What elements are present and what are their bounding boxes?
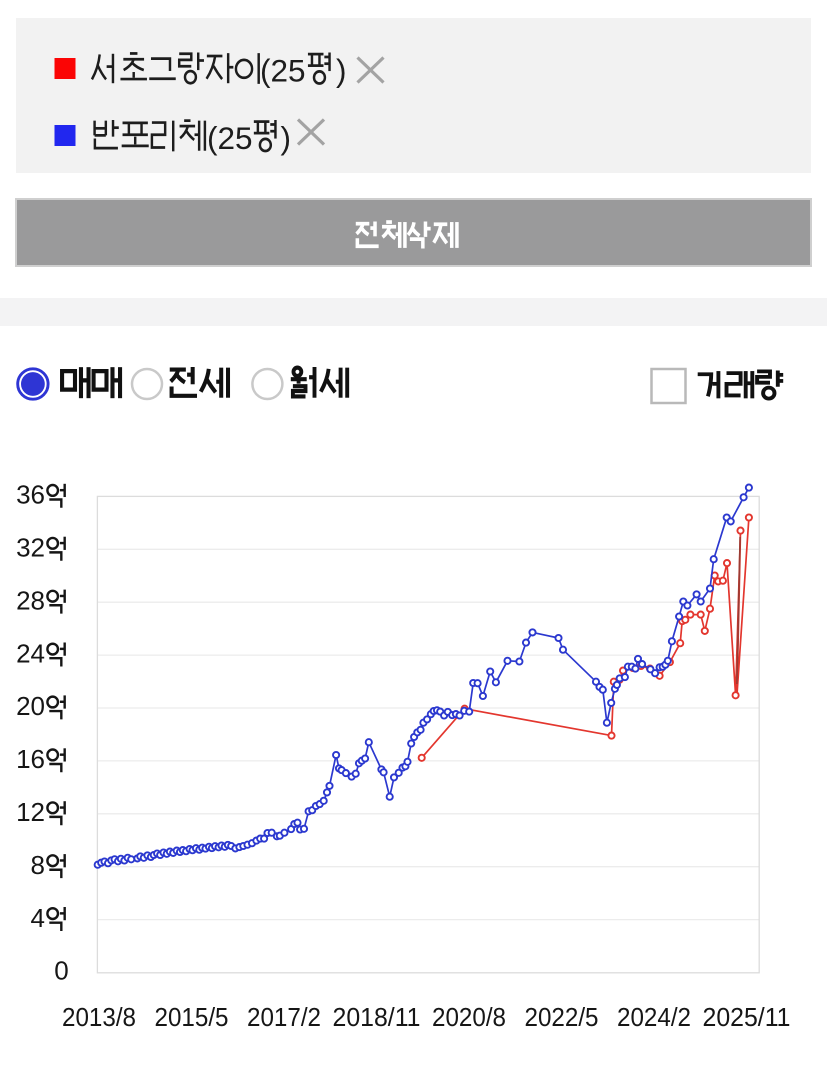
- svg-text:12: 12: [16, 797, 45, 827]
- svg-text:2015/5: 2015/5: [155, 1002, 229, 1032]
- svg-text:0: 0: [54, 956, 68, 986]
- svg-text:8: 8: [31, 850, 45, 880]
- svg-text:): ): [281, 120, 292, 156]
- svg-text:): ): [336, 53, 347, 89]
- svg-text:16: 16: [16, 744, 45, 774]
- svg-text:36: 36: [16, 480, 45, 510]
- svg-text:(25: (25: [207, 120, 253, 156]
- svg-text:(25: (25: [260, 53, 306, 89]
- svg-text:4: 4: [31, 903, 45, 933]
- svg-text:2025/11: 2025/11: [703, 1002, 791, 1032]
- svg-text:2017/2: 2017/2: [247, 1002, 321, 1032]
- svg-text:20: 20: [16, 691, 45, 721]
- svg-text:32: 32: [16, 533, 45, 563]
- svg-text:2018/11: 2018/11: [333, 1002, 421, 1032]
- svg-text:2022/5: 2022/5: [525, 1002, 599, 1032]
- svg-text:2024/2: 2024/2: [617, 1002, 691, 1032]
- svg-text:24: 24: [16, 638, 45, 668]
- svg-text:2013/8: 2013/8: [62, 1002, 136, 1032]
- svg-text:2020/8: 2020/8: [432, 1002, 506, 1032]
- svg-text:28: 28: [16, 585, 45, 615]
